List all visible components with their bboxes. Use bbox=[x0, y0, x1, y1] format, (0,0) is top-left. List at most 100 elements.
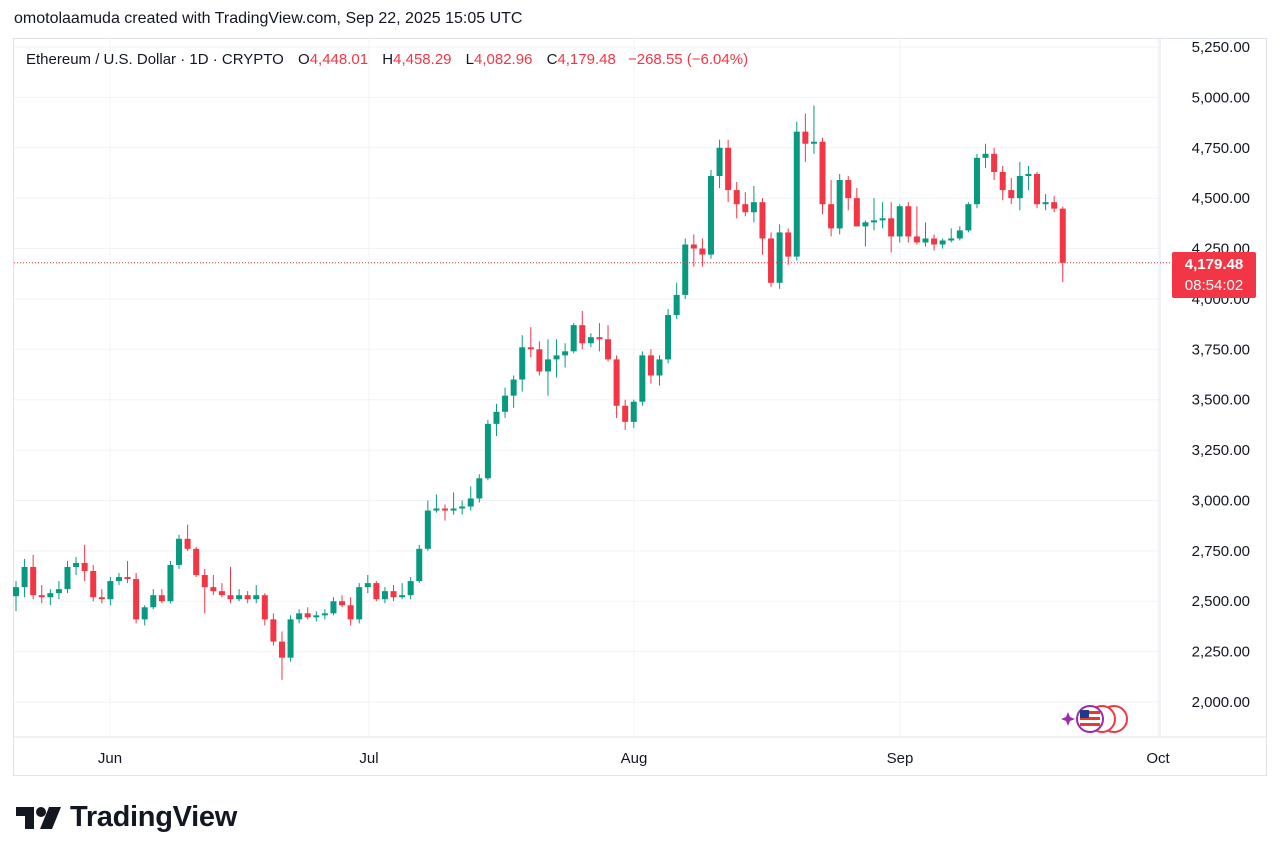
candle[interactable] bbox=[707, 169, 714, 259]
candle[interactable] bbox=[828, 180, 835, 237]
candle[interactable] bbox=[888, 202, 895, 253]
candle[interactable] bbox=[98, 589, 105, 604]
candle[interactable] bbox=[742, 192, 749, 217]
candle[interactable] bbox=[956, 226, 963, 241]
candle[interactable] bbox=[1051, 196, 1058, 213]
candle[interactable] bbox=[973, 153, 980, 209]
candle[interactable] bbox=[948, 228, 955, 243]
candle[interactable] bbox=[570, 323, 577, 354]
candle[interactable] bbox=[656, 355, 663, 386]
candle[interactable] bbox=[450, 492, 457, 515]
candle[interactable] bbox=[330, 597, 337, 616]
candle[interactable] bbox=[1008, 178, 1015, 205]
candle[interactable] bbox=[278, 631, 285, 680]
candle[interactable] bbox=[373, 581, 380, 602]
candle[interactable] bbox=[793, 121, 800, 261]
candle[interactable] bbox=[459, 500, 466, 515]
candle[interactable] bbox=[270, 613, 277, 646]
candle[interactable] bbox=[1042, 194, 1049, 211]
candle[interactable] bbox=[467, 486, 474, 511]
candle[interactable] bbox=[261, 593, 268, 626]
candle[interactable] bbox=[647, 349, 654, 384]
candle[interactable] bbox=[381, 587, 388, 604]
time-axis[interactable]: Jun Jul Aug Sep Oct bbox=[98, 750, 1171, 767]
candle[interactable] bbox=[665, 309, 672, 364]
candle[interactable] bbox=[287, 615, 294, 662]
candle[interactable] bbox=[493, 403, 500, 436]
candle[interactable] bbox=[836, 173, 843, 235]
candle[interactable] bbox=[562, 343, 569, 368]
candle[interactable] bbox=[55, 581, 62, 600]
candle[interactable] bbox=[768, 232, 775, 287]
candle[interactable] bbox=[356, 583, 363, 624]
candle[interactable] bbox=[759, 198, 766, 255]
candle[interactable] bbox=[176, 534, 183, 569]
candle[interactable] bbox=[296, 609, 303, 624]
candle[interactable] bbox=[510, 375, 517, 408]
candle[interactable] bbox=[544, 339, 551, 396]
candle[interactable] bbox=[605, 325, 612, 362]
candle[interactable] bbox=[750, 186, 757, 223]
candle[interactable] bbox=[21, 558, 28, 598]
candle[interactable] bbox=[476, 474, 483, 503]
candle[interactable] bbox=[853, 188, 860, 227]
candle[interactable] bbox=[73, 556, 80, 576]
candle[interactable] bbox=[622, 399, 629, 430]
candle[interactable] bbox=[871, 198, 877, 231]
symbol-name[interactable]: Ethereum / U.S. Dollar · 1D · CRYPTO bbox=[26, 51, 284, 68]
candle[interactable] bbox=[433, 494, 440, 513]
candle[interactable] bbox=[922, 222, 929, 247]
candle[interactable] bbox=[442, 504, 448, 521]
tradingview-logo[interactable]: TradingView bbox=[16, 801, 237, 834]
candle[interactable] bbox=[802, 113, 809, 162]
candle[interactable] bbox=[227, 566, 234, 604]
candle[interactable] bbox=[133, 573, 140, 624]
candle[interactable] bbox=[64, 560, 71, 594]
candle[interactable] bbox=[776, 224, 783, 289]
candle[interactable] bbox=[819, 137, 826, 215]
candle[interactable] bbox=[347, 597, 354, 626]
candle[interactable] bbox=[313, 611, 320, 622]
candle[interactable] bbox=[218, 583, 225, 598]
candle[interactable] bbox=[184, 524, 191, 551]
candle[interactable] bbox=[399, 583, 406, 600]
candle[interactable] bbox=[115, 573, 122, 586]
candle[interactable] bbox=[90, 564, 97, 602]
candle[interactable] bbox=[682, 238, 689, 299]
candle[interactable] bbox=[167, 560, 174, 604]
candle[interactable] bbox=[553, 339, 560, 378]
candle[interactable] bbox=[810, 105, 817, 154]
candle[interactable] bbox=[939, 238, 946, 249]
candle[interactable] bbox=[913, 206, 920, 245]
candle[interactable] bbox=[13, 581, 19, 612]
candle[interactable] bbox=[244, 591, 251, 604]
candle[interactable] bbox=[210, 575, 217, 596]
candle[interactable] bbox=[107, 577, 114, 606]
candle[interactable] bbox=[141, 605, 148, 626]
candle[interactable] bbox=[630, 399, 637, 428]
candle[interactable] bbox=[536, 341, 543, 376]
candle[interactable] bbox=[158, 589, 165, 604]
candle[interactable] bbox=[982, 143, 989, 168]
candle[interactable] bbox=[733, 182, 740, 219]
candle[interactable] bbox=[999, 165, 1006, 201]
price-axis[interactable]: 2,000.00 2,250.00 2,500.00 2,750.00 3,000.00… bbox=[1192, 39, 1250, 711]
candle[interactable] bbox=[47, 589, 54, 606]
candle[interactable] bbox=[690, 234, 697, 267]
candle[interactable] bbox=[596, 323, 603, 352]
candle[interactable] bbox=[1034, 171, 1041, 209]
candle[interactable] bbox=[236, 589, 243, 602]
candle[interactable] bbox=[390, 585, 397, 602]
candle[interactable] bbox=[38, 585, 45, 604]
candle[interactable] bbox=[1059, 206, 1066, 283]
candle[interactable] bbox=[124, 560, 131, 584]
candle[interactable] bbox=[587, 333, 594, 348]
candle[interactable] bbox=[502, 387, 509, 418]
candle[interactable] bbox=[673, 282, 680, 320]
candle[interactable] bbox=[862, 220, 869, 247]
candle[interactable] bbox=[193, 546, 200, 578]
candle[interactable] bbox=[304, 607, 311, 620]
candle[interactable] bbox=[845, 175, 852, 211]
candle[interactable] bbox=[424, 500, 431, 551]
